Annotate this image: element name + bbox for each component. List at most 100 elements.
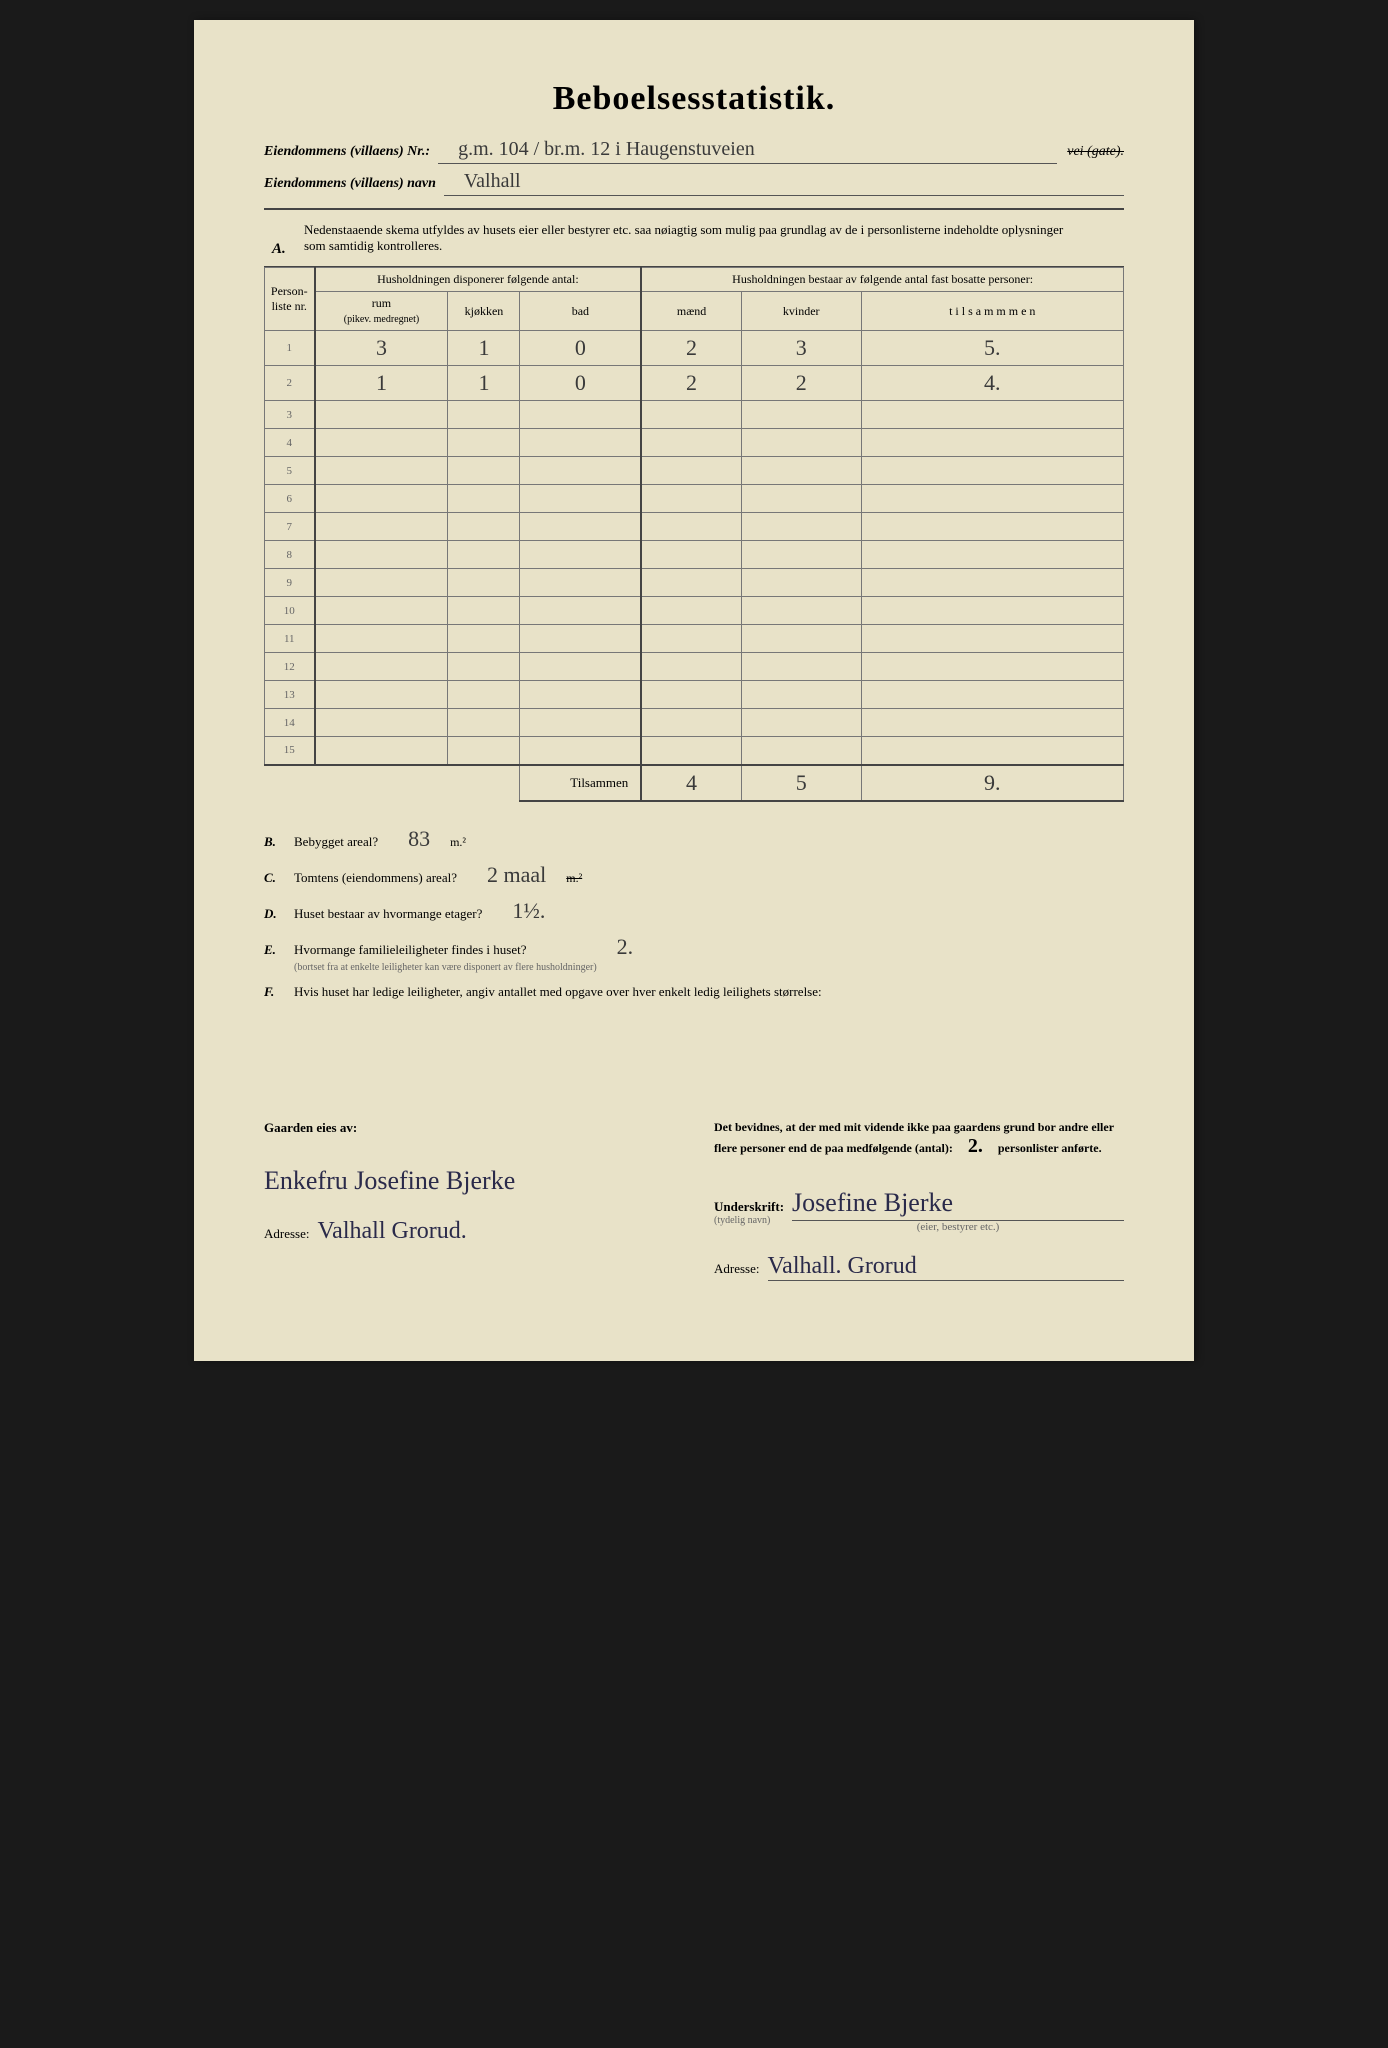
table-cell: 10 [265, 597, 315, 625]
col-rum: rum (pikev. medregnet) [315, 292, 448, 331]
owner-label: Gaarden eies av: [264, 1120, 674, 1136]
table-cell: 2 [265, 366, 315, 401]
table-cell [448, 485, 520, 513]
table-cell [448, 597, 520, 625]
table-cell [641, 429, 741, 457]
table-cell: 2 [641, 331, 741, 366]
table-cell [641, 681, 741, 709]
table-cell [741, 709, 861, 737]
table-cell: 5. [861, 331, 1123, 366]
table-cell: 5 [265, 457, 315, 485]
table-cell: 14 [265, 709, 315, 737]
table-row: 11 [265, 625, 1124, 653]
table-cell [741, 653, 861, 681]
signature-label: Underskrift: [714, 1199, 784, 1215]
table-row: 1310235. [265, 331, 1124, 366]
property-number-label: Eiendommens (villaens) Nr.: [264, 144, 430, 160]
table-cell [641, 457, 741, 485]
table-cell [641, 401, 741, 429]
owner-addr-label: Adresse: [264, 1226, 310, 1242]
col-maend: mænd [641, 292, 741, 331]
table-cell [315, 429, 448, 457]
table-row: 9 [265, 569, 1124, 597]
col-kjokken: kjøkken [448, 292, 520, 331]
table-cell [861, 485, 1123, 513]
fact-b: B. Bebygget areal? 83 m.² [264, 826, 1124, 852]
table-cell [520, 709, 641, 737]
table-cell [861, 457, 1123, 485]
table-cell [520, 597, 641, 625]
table-cell [741, 569, 861, 597]
table-cell [861, 401, 1123, 429]
table-cell [741, 457, 861, 485]
table-cell [315, 457, 448, 485]
sig-addr-value: Valhall. Grorud [768, 1253, 1125, 1281]
table-cell: 13 [265, 681, 315, 709]
street-strike: vei (gate). [1067, 144, 1124, 160]
table-cell: 1 [448, 366, 520, 401]
owner-section: Gaarden eies av: Enkefru Josefine Bjerke… [264, 1120, 674, 1281]
property-number-value: g.m. 104 / br.m. 12 i Haugenstuveien [438, 138, 1057, 164]
table-cell [861, 625, 1123, 653]
table-cell: 11 [265, 625, 315, 653]
table-cell: 4 [265, 429, 315, 457]
table-cell [520, 681, 641, 709]
table-cell [520, 513, 641, 541]
table-cell [520, 653, 641, 681]
table-cell [861, 681, 1123, 709]
table-cell [741, 429, 861, 457]
signature-value: Josefine Bjerke [792, 1188, 1124, 1221]
col-tilsammen: t i l s a m m m e n [861, 292, 1123, 331]
table-row: 7 [265, 513, 1124, 541]
table-cell: 2 [741, 366, 861, 401]
table-cell [315, 597, 448, 625]
col-bad: bad [520, 292, 641, 331]
table-cell [641, 569, 741, 597]
signature-sub: (tydelig navn) [714, 1215, 784, 1226]
table-cell: 8 [265, 541, 315, 569]
table-cell: 2 [641, 366, 741, 401]
owner-signature: Enkefru Josefine Bjerke [264, 1166, 674, 1198]
section-a-text: Nedenstaaende skema utfyldes av husets e… [304, 222, 1063, 253]
table-cell [641, 485, 741, 513]
table-cell [861, 653, 1123, 681]
table-cell [448, 513, 520, 541]
table-cell: 1 [265, 331, 315, 366]
table-cell [861, 429, 1123, 457]
table-row: 4 [265, 429, 1124, 457]
table-cell [315, 541, 448, 569]
property-number-line: Eiendommens (villaens) Nr.: g.m. 104 / b… [264, 138, 1124, 164]
table-cell [861, 569, 1123, 597]
table-cell [741, 401, 861, 429]
table-cell [861, 737, 1123, 765]
table-cell [448, 401, 520, 429]
table-cell [641, 737, 741, 765]
table-cell [641, 541, 741, 569]
table-cell [315, 653, 448, 681]
table-cell [520, 457, 641, 485]
table-cell [861, 513, 1123, 541]
fact-c: C. Tomtens (eiendommens) areal? 2 maal m… [264, 862, 1124, 888]
table-cell [315, 401, 448, 429]
table-cell [641, 513, 741, 541]
table-row: 6 [265, 485, 1124, 513]
table-cell [520, 625, 641, 653]
table-cell: 1 [315, 366, 448, 401]
table-cell [741, 513, 861, 541]
total-label: Tilsammen [520, 765, 641, 801]
table-cell [520, 485, 641, 513]
table-cell: 15 [265, 737, 315, 765]
table-row: 8 [265, 541, 1124, 569]
table-cell [448, 709, 520, 737]
table-cell [315, 485, 448, 513]
table-cell: 0 [520, 366, 641, 401]
total-kvinder: 5 [741, 765, 861, 801]
table-cell [315, 709, 448, 737]
table-row: 12 [265, 653, 1124, 681]
declaration-section: Det bevidnes, at der med mit vidende ikk… [714, 1120, 1124, 1281]
total-tilsammen: 9. [861, 765, 1123, 801]
table-row: 15 [265, 737, 1124, 765]
table-cell [520, 401, 641, 429]
table-cell: 3 [315, 331, 448, 366]
table-cell [641, 625, 741, 653]
